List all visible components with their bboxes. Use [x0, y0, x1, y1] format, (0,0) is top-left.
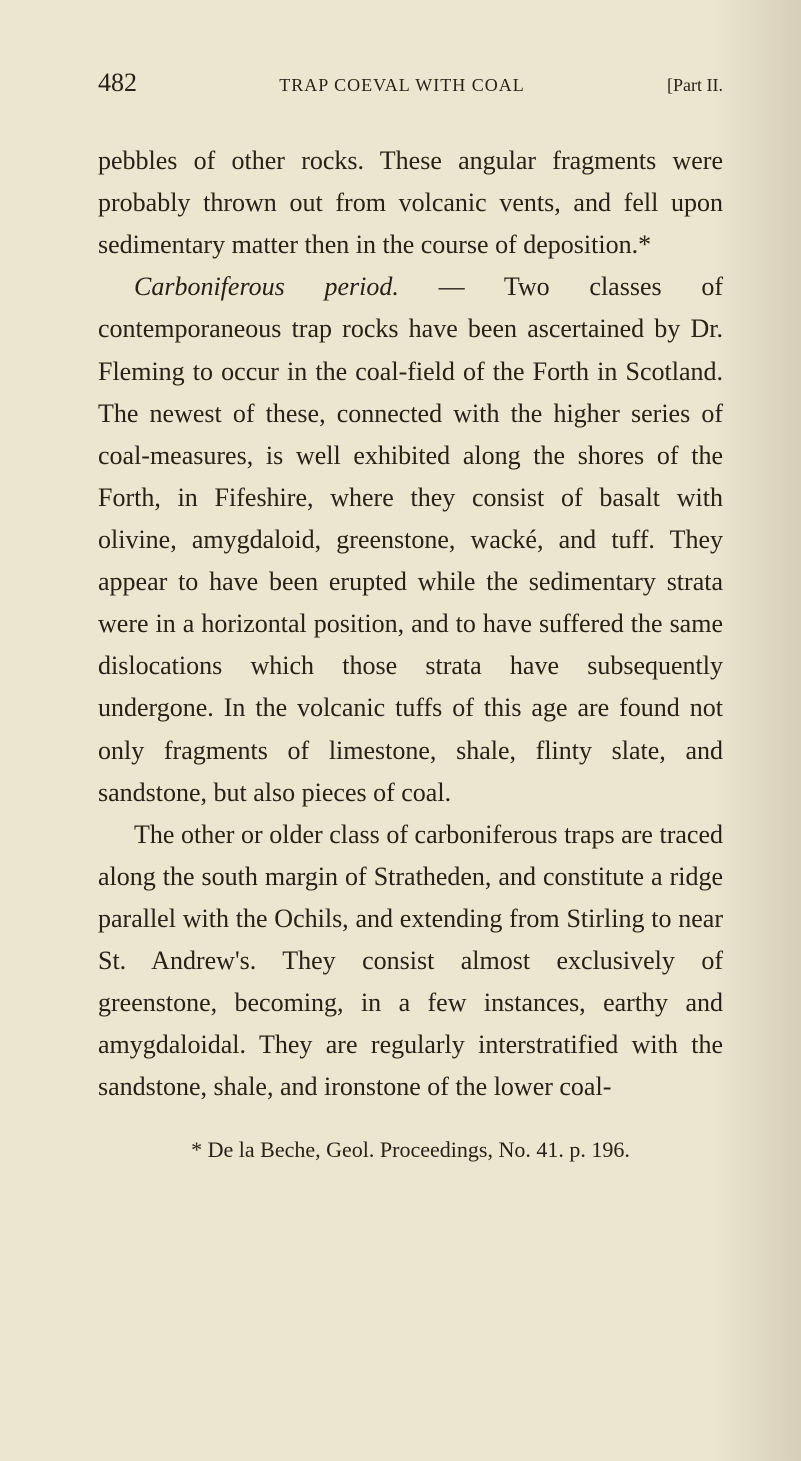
body-text: pebbles of other rocks. These angular fr…	[98, 140, 723, 1109]
paragraph-2: Carboniferous period. — Two classes of c…	[98, 266, 723, 813]
page-header: 482 TRAP COEVAL WITH COAL [Part II.	[98, 68, 723, 98]
page-container: 482 TRAP COEVAL WITH COAL [Part II. pebb…	[0, 0, 801, 1223]
paragraph-1: pebbles of other rocks. These angular fr…	[98, 140, 723, 266]
paragraph-3: The other or older class of carboniferou…	[98, 814, 723, 1109]
footnote: * De la Beche, Geol. Proceedings, No. 41…	[98, 1137, 723, 1163]
page-number: 482	[98, 68, 137, 98]
italic-lead: Carboniferous period.	[134, 272, 399, 301]
part-label: [Part II.	[667, 75, 723, 96]
running-title: TRAP COEVAL WITH COAL	[137, 75, 667, 96]
paragraph-2-rest: — Two classes of contemporaneous trap ro…	[98, 272, 723, 806]
